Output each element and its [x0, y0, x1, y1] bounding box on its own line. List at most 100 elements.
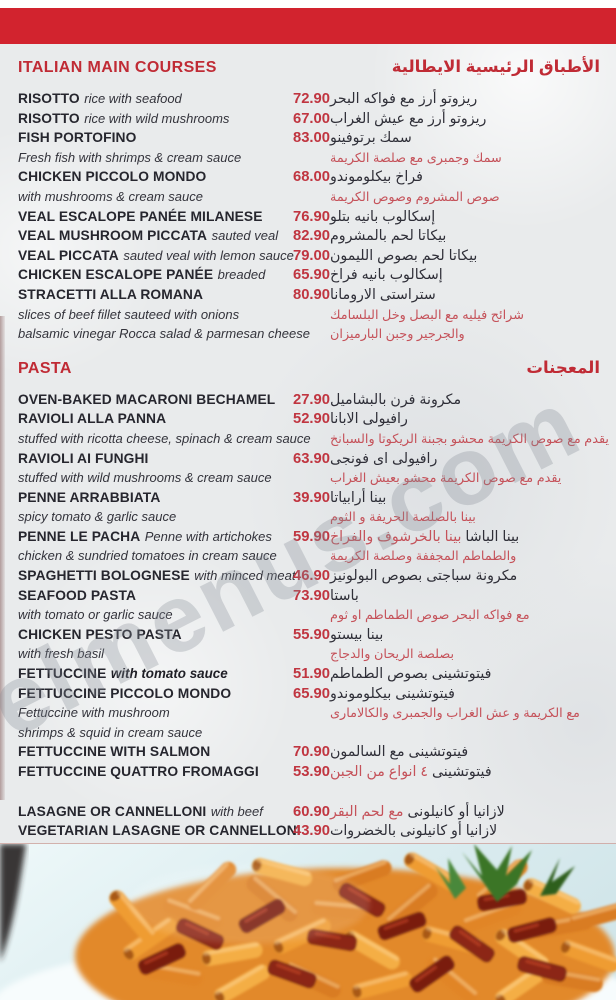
item-price: 43.90 — [292, 823, 330, 840]
item-sub-desc-ar: يقدم مع صوص الكريمة محشو بجبنة الريكوتا … — [330, 430, 609, 446]
item-sub-desc-ar: مع فواكه البحر صوص الطماطم او ثوم — [330, 607, 530, 623]
item-name-en: VEGETARIAN LASAGNE OR CANNELLONI — [18, 821, 301, 841]
item-name-ar: لازانيا أو كانيلونى مع لحم البقر — [330, 803, 600, 823]
section-header: ITALIAN MAIN COURSES الأطباق الرئيسية الا… — [18, 56, 600, 78]
item-name: RAVIOLI AI FUNGHI — [18, 450, 149, 466]
menu-item-row: FISH PORTOFINO 83.00 سمك برتوفينو — [18, 128, 600, 148]
menu-item-row: RAVIOLI AI FUNGHI 63.90 رافيولى اى فونجى — [18, 449, 600, 469]
item-name: RISOTTO — [18, 91, 80, 106]
section-title-arabic: الأطباق الرئيسية الايطالية — [391, 58, 600, 76]
item-name-en: PENNE LE PACHA Penne with artichokes — [18, 527, 272, 547]
menu-item-subrow: with tomato or garlic sauce مع فواكه البح… — [18, 605, 600, 625]
item-name: CHICKEN PESTO PASTA — [18, 626, 182, 642]
item-name-en: RISOTTO rice with wild mushrooms — [18, 109, 270, 129]
item-name-ar: مكرونة فرن بالبشاميل — [330, 391, 600, 411]
menu-item-row: PENNE LE PACHA Penne with artichokes 59.9… — [18, 527, 600, 547]
item-name-ar-black: فيتوتشينى بصوص الطماطم — [330, 666, 492, 683]
item-sub-desc-en: Fettuccine with mushroom — [18, 705, 170, 721]
item-name-en: FETTUCCINE QUATTRO FROMAGGI — [18, 762, 270, 782]
item-name: VEAL PICCATA — [18, 247, 119, 263]
item-name: FETTUCCINE PICCOLO MONDO — [18, 685, 232, 701]
item-name-en: PENNE ARRABBIATA — [18, 488, 270, 508]
item-sub-desc-en: with fresh basil — [18, 646, 104, 662]
item-name-ar-black: فيتوتشينى مع السالمون — [330, 744, 469, 761]
item-price: 83.00 — [292, 130, 330, 147]
item-name: SEAFOOD PASTA — [18, 587, 137, 603]
item-name-ar-black: بيكاتا لحم بالمشروم — [330, 228, 447, 245]
item-price: 59.90 — [292, 528, 330, 545]
item-name-ar-black: رافيولى اى فونجى — [330, 450, 438, 467]
item-name-ar: بينا الباشا بينا بالخرشوف والفراخ — [330, 528, 600, 548]
item-desc: Penne with artichokes — [144, 528, 272, 544]
item-name-ar: مكرونة سباجتى بصوص البولونيز — [330, 567, 600, 587]
menu-item-row: VEAL ESCALOPE PANÉE MILANESE 76.90 إسكالوب… — [18, 207, 600, 227]
menu-section: PASTA المعجنات OVEN-BAKED MACARONI BECHAME… — [18, 357, 609, 841]
item-name-ar-red: ٤ انواع من الجبن — [330, 764, 428, 780]
item-name-ar-black: لازانيا أو كانيلونى بالخضروات — [330, 823, 498, 840]
menu-item-row: OVEN-BAKED MACARONI BECHAMEL 27.90 مكرونة … — [18, 390, 600, 410]
item-price: 52.90 — [292, 411, 330, 428]
item-name-ar: ستراستى الارومانا — [330, 286, 600, 306]
menu-item-row: PENNE ARRABBIATA 39.90 بينا أرابياتا — [18, 488, 600, 508]
item-price: 55.90 — [292, 626, 330, 643]
item-sub-desc-ar: سمك وجمبرى مع صلصة الكريمة — [330, 149, 502, 165]
item-name: PENNE ARRABBIATA — [18, 489, 161, 505]
item-name: SPAGHETTI BOLOGNESE — [18, 568, 190, 584]
item-name-en: SPAGHETTI BOLOGNESE with minced meat — [18, 566, 295, 586]
item-sub-desc-ar: والجرجير وجبن البارميزان — [330, 326, 465, 342]
item-name-ar-black: بينا الباشا — [465, 528, 520, 545]
item-sub-desc-ar: بصلصة الريحان والدجاج — [330, 646, 455, 662]
item-price: 79.00 — [292, 247, 330, 264]
parsley-garnish — [435, 844, 575, 902]
item-name-en: VEAL MUSHROOM PICCATA sauted veal — [18, 226, 278, 246]
item-name-ar-black: ريزوتو أرز مع فواكه البحر — [330, 91, 478, 107]
menu-item-row: VEGETARIAN LASAGNE OR CANNELLONI 43.90 لاز… — [18, 821, 600, 841]
item-name-ar-black: بيكاتا لحم بصوص الليمون — [330, 247, 478, 264]
item-sub-desc-en: with tomato or garlic sauce — [18, 607, 173, 623]
menu-item-subrow: shrimps & squid in cream sauce — [18, 723, 600, 743]
item-desc: with beef — [210, 803, 263, 819]
item-name-ar-black: فراخ بيكلوموندو — [330, 169, 423, 186]
menu-item-row: CHICKEN ESCALOPE PANÉE breaded 65.90 إسكال… — [18, 265, 600, 285]
item-price: 63.90 — [292, 450, 330, 467]
item-name-ar: فيتوتشينى مع السالمون — [330, 743, 600, 763]
item-name: RAVIOLI ALLA PANNA — [18, 411, 167, 427]
item-price: 51.90 — [292, 666, 330, 683]
item-name-ar: سمك برتوفينو — [330, 129, 600, 149]
item-name-en: RAVIOLI ALLA PANNA — [18, 409, 270, 429]
item-name: FETTUCCINE QUATTRO FROMAGGI — [18, 764, 259, 779]
item-sub-desc-ar: صوص المشروم وصوص الكريمة — [330, 188, 500, 204]
item-price: 65.90 — [292, 267, 330, 284]
item-desc: rice with wild mushrooms — [84, 110, 230, 126]
item-price: 82.90 — [292, 228, 330, 245]
item-price: 65.90 — [292, 685, 330, 702]
menu-item-row: RISOTTO rice with wild mushrooms 67.00 ريز… — [18, 109, 600, 129]
food-photo — [0, 843, 616, 1000]
item-price: 67.00 — [292, 110, 330, 127]
item-sub-desc-en: spicy tomato & garlic sauce — [18, 509, 177, 525]
item-name-en: VEAL ESCALOPE PANÉE MILANESE — [18, 207, 270, 227]
menu-item-subrow: spicy tomato & garlic sauce بينا بالصلصة … — [18, 507, 600, 527]
item-sub-desc-en: Fresh fish with shrimps & cream sauce — [18, 149, 242, 165]
menu-item-row: LASAGNE OR CANNELLONI with beef 60.90 لازا… — [18, 802, 600, 822]
item-name-en: OVEN-BAKED MACARONI BECHAMEL — [18, 390, 275, 410]
item-name-ar-black: فيتوتشينى — [431, 764, 492, 780]
menu-item-row: FETTUCCINE QUATTRO FROMAGGI 53.90 فيتوتشين… — [18, 762, 600, 782]
item-name-en: VEAL PICCATA sauted veal with lemon sauc… — [18, 246, 294, 266]
item-name-ar-black: مكرونة فرن بالبشاميل — [330, 391, 462, 408]
item-name-ar-black: فيتوتشينى بيكلوموندو — [330, 685, 455, 702]
item-name-ar-black: رافيولى الابانا — [330, 411, 408, 428]
item-name-ar-black: إسكالوب بانيه بتلو — [330, 208, 436, 225]
item-desc: with minced meat — [194, 568, 296, 584]
item-sub-desc-ar: والطماطم المجففة وصلصة الكريمة — [330, 548, 517, 564]
item-name-ar: بيكاتا لحم بالمشروم — [330, 227, 600, 247]
menu-item-subrow: with fresh basil بصلصة الريحان والدجاج — [18, 644, 600, 664]
item-price: 39.90 — [292, 489, 330, 506]
item-sub-desc-en: chicken & sundried tomatoes in cream sau… — [18, 548, 277, 564]
menu-item-row: FETTUCCINE PICCOLO MONDO 65.90 فيتوتشينى ب… — [18, 684, 600, 704]
item-name-ar-black: ستراستى الارومانا — [330, 286, 436, 303]
item-name: LASAGNE OR CANNELLONI — [18, 803, 207, 819]
item-price: 72.90 — [292, 91, 330, 107]
menu-item-subrow: balsamic vinegar Rocca salad & parmesan … — [18, 324, 600, 344]
